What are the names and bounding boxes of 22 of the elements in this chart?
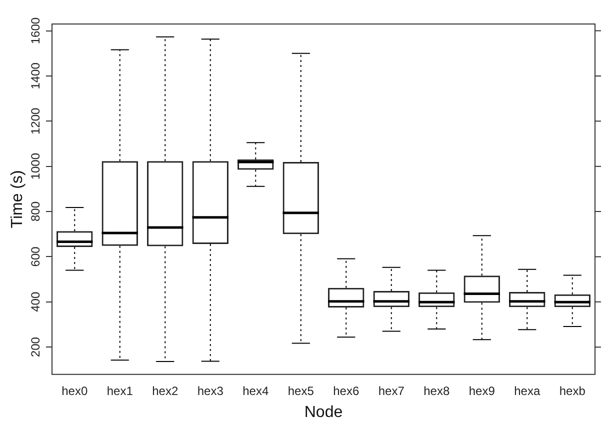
y-tick-label: 1000 <box>28 152 42 180</box>
y-axis-title: Time (s) <box>9 170 26 228</box>
y-tick-label: 200 <box>28 336 42 358</box>
y-tick-label: 600 <box>28 246 42 267</box>
y-tick-label: 1600 <box>28 17 42 44</box>
x-tick-label: hex7 <box>378 384 405 398</box>
y-tick-label: 1200 <box>28 107 42 134</box>
x-tick-label: hex6 <box>333 384 360 398</box>
x-tick-label: hex2 <box>152 384 178 398</box>
x-tick-label: hex5 <box>288 384 314 398</box>
x-tick-label: hexa <box>514 384 540 398</box>
x-axis-title: Node <box>304 404 343 421</box>
x-tick-label: hexb <box>559 384 586 398</box>
x-tick-label: hex4 <box>242 384 269 398</box>
x-tick-label: hex9 <box>468 384 496 398</box>
x-tick-label: hex3 <box>197 384 224 398</box>
y-tick-label: 1400 <box>28 62 42 90</box>
x-tick-label: hex1 <box>106 384 134 398</box>
x-tick-label: hex8 <box>424 384 450 398</box>
y-tick-label: 800 <box>28 201 42 222</box>
y-tick-label: 400 <box>28 292 42 312</box>
x-tick-label: hex0 <box>62 384 88 398</box>
